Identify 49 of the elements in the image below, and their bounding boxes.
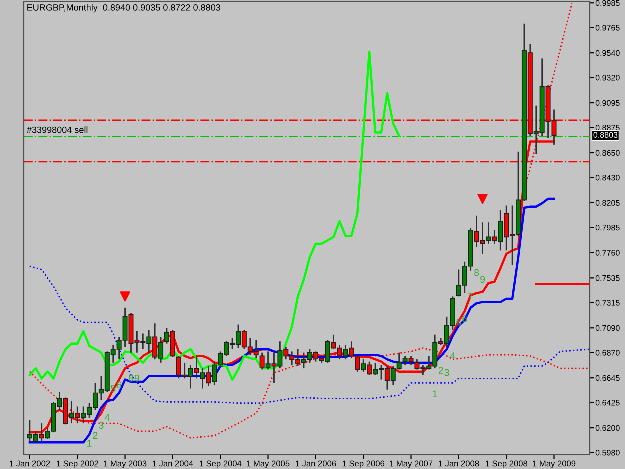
chart-title: EURGBP,Monthly 0.8940 0.9035 0.8722 0.8803	[28, 4, 221, 13]
y-tick-label: 0.7535	[596, 275, 620, 282]
x-tick-label: 1 Sep 2004	[200, 460, 242, 468]
x-tick-label: 1 Jan 2004	[152, 460, 194, 467]
y-tick-label: 0.7090	[596, 325, 620, 332]
annotation: 1	[433, 390, 438, 398]
annotation: 6	[117, 382, 122, 389]
annotation: 9	[480, 276, 485, 284]
x-tick-label: 1 Sep 2008	[486, 460, 528, 468]
ref-line-label: #33998004 sell	[27, 126, 88, 134]
annotation: 3	[444, 369, 450, 376]
annotation: 4	[450, 352, 456, 360]
x-tick-label: 1 May 2005	[247, 460, 290, 468]
y-tick-label: 0.6645	[596, 375, 620, 382]
x-tick-label: 1 May 2007	[390, 460, 433, 468]
y-tick-label: 0.8875	[596, 125, 620, 131]
annotation: 6	[456, 318, 462, 326]
y-tick-label: 0.6870	[596, 350, 620, 356]
y-tick-label: 0.9765	[596, 25, 620, 31]
y-tick-label: 0.9095	[596, 100, 620, 106]
annotation: 1	[88, 440, 92, 447]
y-tick-label: 0.7315	[596, 300, 620, 306]
annotation: 8	[128, 374, 134, 382]
y-tick-label: 0.7760	[596, 250, 620, 256]
annotation: 3	[99, 422, 104, 429]
y-tick-label: 0.9320	[596, 75, 620, 81]
x-tick-label: 1 Jan 2008	[438, 460, 480, 467]
line-series	[28, 50, 400, 381]
annotation: 9	[134, 374, 140, 382]
y-tick-label: 0.6200	[596, 425, 620, 432]
annotation: 0.8803	[594, 132, 618, 138]
x-tick-label: 1 May 2003	[104, 460, 147, 468]
annotation: 4	[104, 414, 110, 422]
y-tick-label: 0.8650	[596, 150, 620, 156]
y-tick-label: 0.8430	[596, 174, 620, 181]
x-tick-label: 1 Jan 2006	[296, 460, 336, 467]
annotation: 2	[438, 367, 444, 374]
annotation: 2	[93, 432, 98, 439]
y-tick-label: 0.9985	[596, 0, 620, 6]
y-tick-label: 0.7985	[596, 224, 620, 231]
y-tick-label: 0.9540	[596, 50, 620, 56]
annotation: 8	[474, 269, 480, 276]
y-tick-label: 0.8205	[596, 200, 620, 206]
x-tick-label: 1 Sep 2006	[342, 460, 385, 468]
y-tick-label: 0.5980	[596, 450, 620, 456]
x-tick-label: 1 May 2009	[533, 460, 576, 468]
x-tick-label: 1 Sep 2002	[56, 460, 99, 468]
y-tick-label: 0.6425	[596, 400, 620, 406]
x-tick-label: 1 Jan 2002	[10, 460, 50, 467]
